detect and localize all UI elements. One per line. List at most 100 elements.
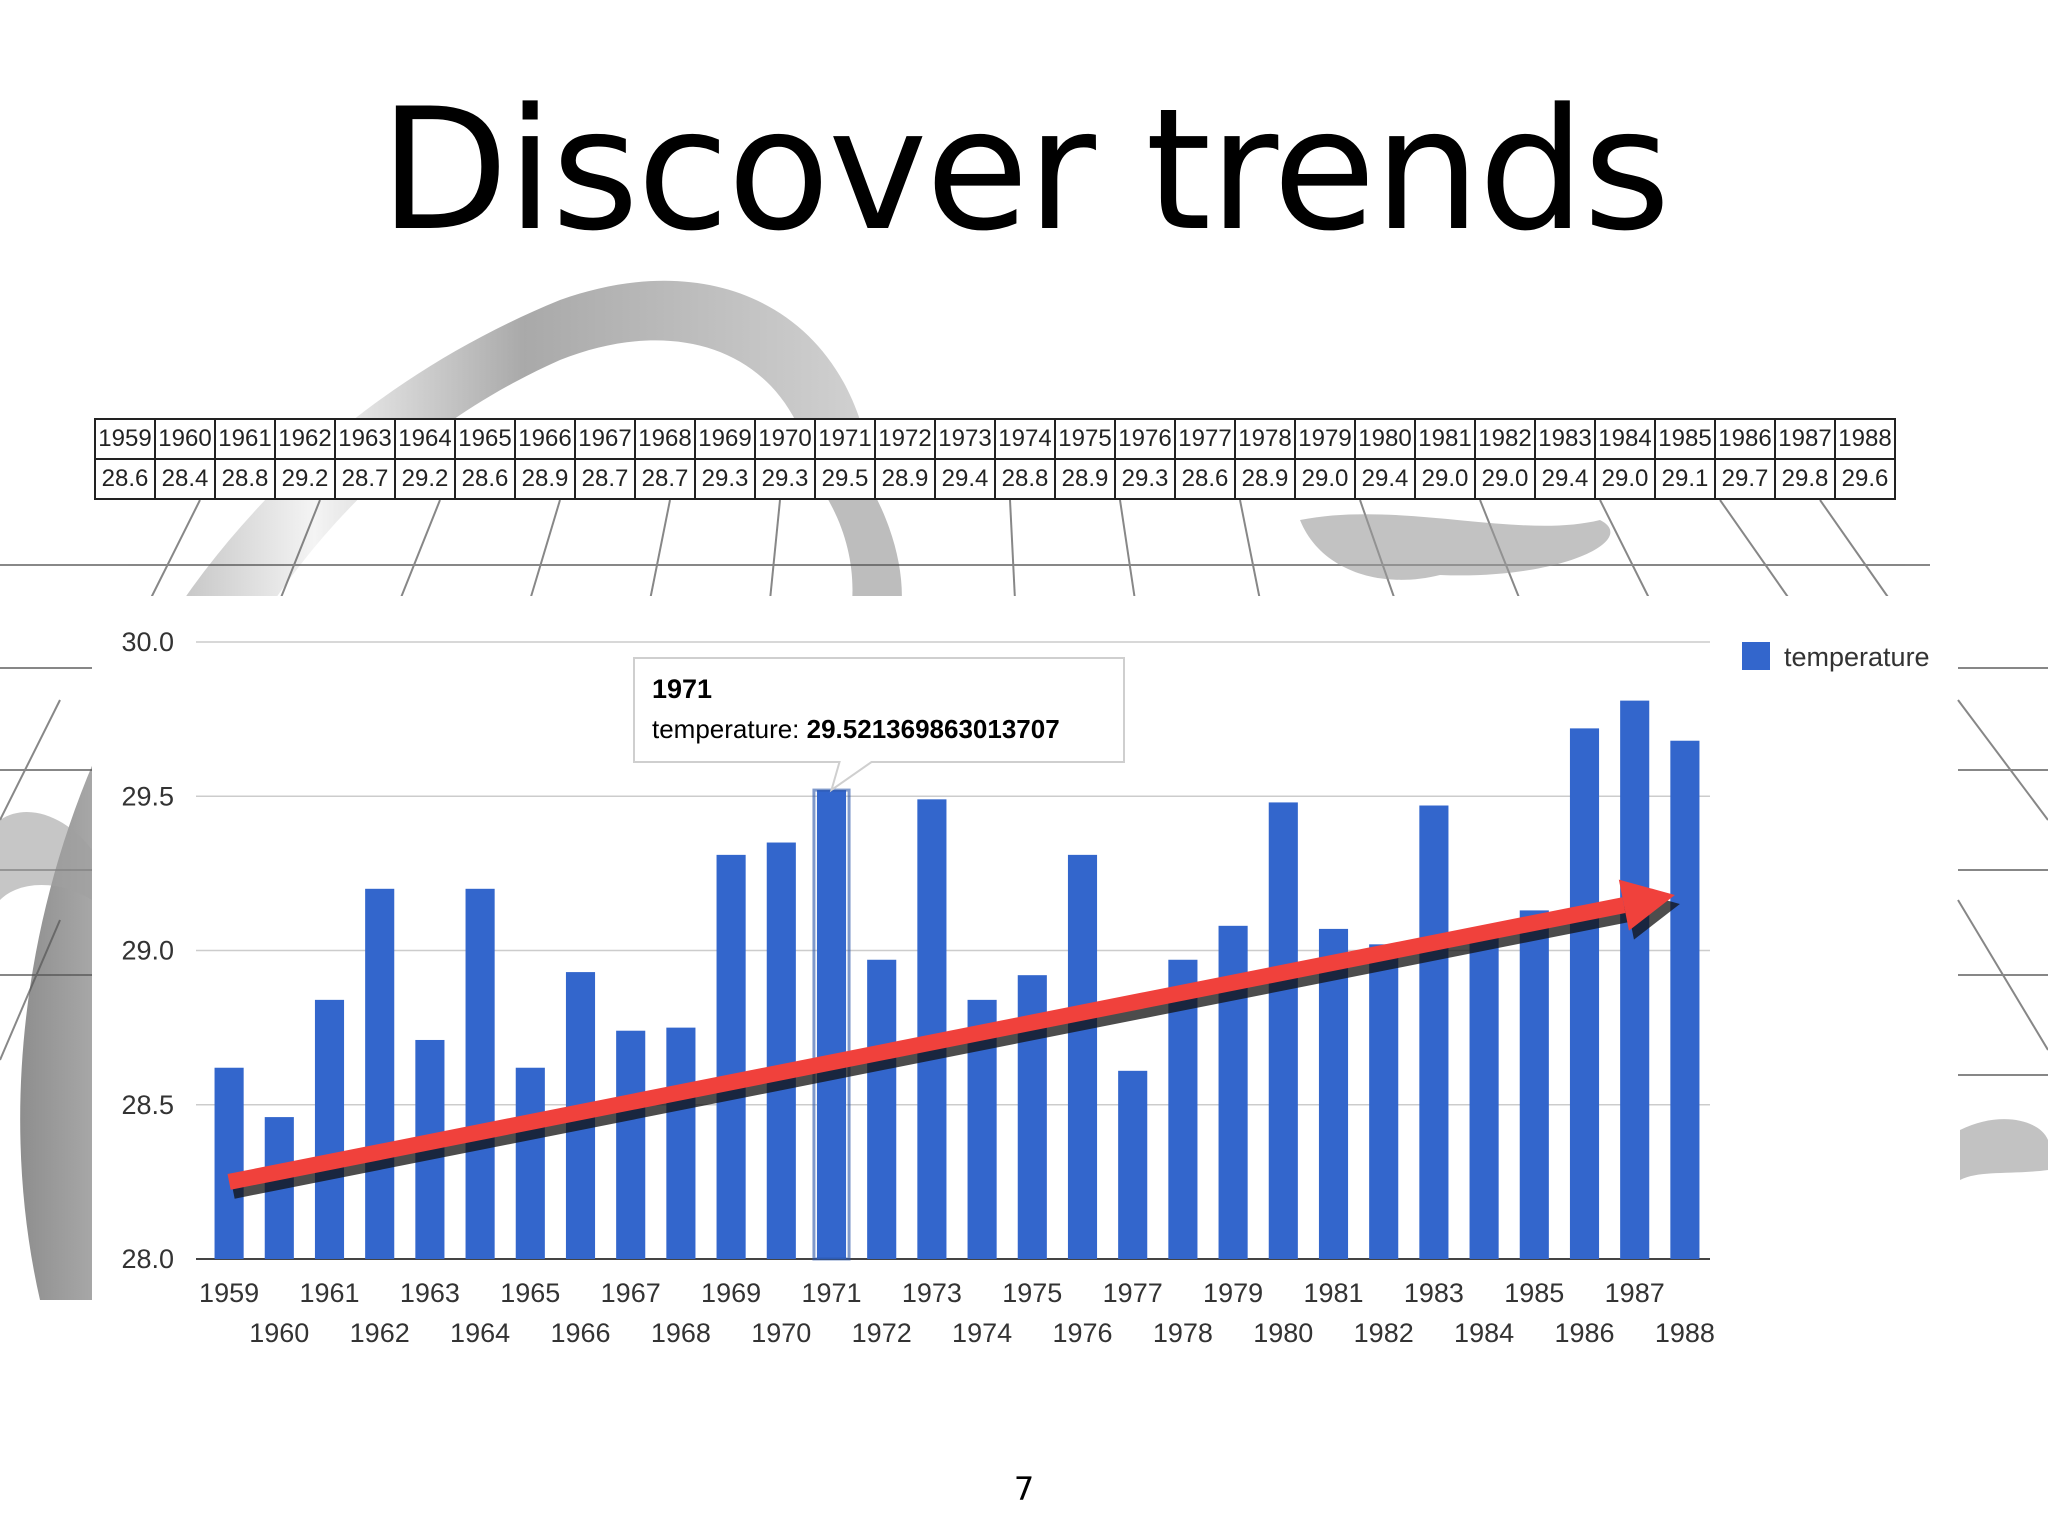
x-tick-label: 1981 [1303,1278,1363,1308]
bar [214,1067,244,1259]
table-cell-value: 29.7 [1714,458,1776,500]
bar [616,1030,646,1259]
x-tick-label: 1983 [1404,1278,1464,1308]
table-cell-value: 29.3 [754,458,816,500]
bar [465,888,495,1259]
bar [365,888,395,1259]
table-cell-value: 29.1 [1654,458,1716,500]
x-tick-label: 1988 [1655,1318,1715,1348]
table-cell-year: 1977 [1174,418,1236,460]
table-cell-value: 29.2 [394,458,456,500]
y-tick-label: 29.0 [121,936,174,966]
bar [867,959,897,1259]
table-cell-value: 29.3 [694,458,756,500]
table-cell-value: 28.7 [334,458,396,500]
table-cell-year: 1970 [754,418,816,460]
table-cell-value: 29.8 [1774,458,1836,500]
table-cell-year: 1960 [154,418,216,460]
x-tick-label: 1973 [902,1278,962,1308]
x-tick-label: 1984 [1454,1318,1514,1348]
table-cell-year: 1982 [1474,418,1536,460]
x-tick-label: 1982 [1354,1318,1414,1348]
table-cell-year: 1968 [634,418,696,460]
tooltip-label: temperature: 29.521369863013707 [652,714,1060,744]
bar [1569,728,1600,1259]
tooltip-value: 29.521369863013707 [807,714,1060,744]
x-tick-label: 1964 [450,1318,510,1348]
x-tick-label: 1978 [1153,1318,1213,1348]
bar [716,854,746,1259]
slide-title: Discover trends [379,72,1670,268]
x-tick-label: 1977 [1103,1278,1163,1308]
legend-swatch [1742,642,1770,670]
table-cell-value: 28.8 [994,458,1056,500]
table-cell-value: 28.9 [514,458,576,500]
x-tick-label: 1987 [1605,1278,1665,1308]
chart-panel: 28.0 28.5 29.0 29.5 30.0 1959 1960 1961 1962 1963… [92,596,1956,1370]
table-cell-value: 28.9 [874,458,936,500]
table-cell-year: 1959 [94,418,156,460]
x-tick-label: 1959 [199,1278,259,1308]
table-cell-value: 29.5 [814,458,876,500]
table-cell-year: 1978 [1234,418,1296,460]
x-tick-label: 1975 [1002,1278,1062,1308]
tooltip-box [633,657,1125,793]
x-tick-label: 1970 [751,1318,811,1348]
table-cell-year: 1985 [1654,418,1716,460]
bar [1419,805,1449,1259]
table-cell-value: 29.2 [274,458,336,500]
trend-arrow [227,897,1626,1190]
table-cell-value: 29.0 [1294,458,1356,500]
table-cell-value: 29.4 [1354,458,1416,500]
x-tick-label: 1960 [249,1318,309,1348]
x-tick-label: 1980 [1253,1318,1313,1348]
table-cell-year: 1979 [1294,418,1356,460]
x-tick-label: 1963 [400,1278,460,1308]
table-cell-year: 1975 [1054,418,1116,460]
table-cell-value: 28.9 [1054,458,1116,500]
bar [1620,700,1650,1259]
table-cell-value: 29.4 [1534,458,1596,500]
tooltip-title: 1971 [652,674,712,704]
x-tick-label: 1967 [601,1278,661,1308]
table-cell-value: 29.3 [1114,458,1176,500]
table-cell-value: 28.6 [454,458,516,500]
table-cell-year: 1965 [454,418,516,460]
table-cell-year: 1983 [1534,418,1596,460]
table-cell-year: 1972 [874,418,936,460]
table-cell-value: 28.9 [1234,458,1296,500]
bar [1268,802,1298,1259]
x-tick-label: 1968 [651,1318,711,1348]
bar [1067,854,1098,1259]
table-cell-value: 29.0 [1474,458,1536,500]
x-tick-label: 1971 [801,1278,861,1308]
x-tick-label: 1966 [550,1318,610,1348]
table-cell-year: 1986 [1714,418,1776,460]
trend-arrow-head [1618,879,1675,931]
table-cell-value: 29.0 [1594,458,1656,500]
table-cell-year: 1976 [1114,418,1176,460]
table-cell-value: 29.6 [1834,458,1896,500]
table-cell-year: 1966 [514,418,576,460]
table-cell-year: 1961 [214,418,276,460]
table-cell-year: 1962 [274,418,336,460]
table-cell-year: 1987 [1774,418,1836,460]
x-tick-label: 1961 [299,1278,359,1308]
table-cell-year: 1980 [1354,418,1416,460]
x-tick-label: 1979 [1203,1278,1263,1308]
bar [515,1067,545,1259]
x-tick-label: 1976 [1052,1318,1112,1348]
table-cell-value: 28.7 [634,458,696,500]
y-tick-label: 30.0 [121,627,174,657]
bar [314,999,345,1259]
x-tick-label: 1986 [1554,1318,1614,1348]
bar [816,790,847,1259]
bar [1318,928,1349,1259]
trend-arrow-shadow [231,906,1630,1199]
y-tick-label: 28.0 [121,1244,174,1274]
x-tick-label: 1962 [350,1318,410,1348]
table-cell-value: 28.4 [154,458,216,500]
bar [666,1027,696,1259]
table-cell-year: 1973 [934,418,996,460]
bar [1670,740,1700,1259]
